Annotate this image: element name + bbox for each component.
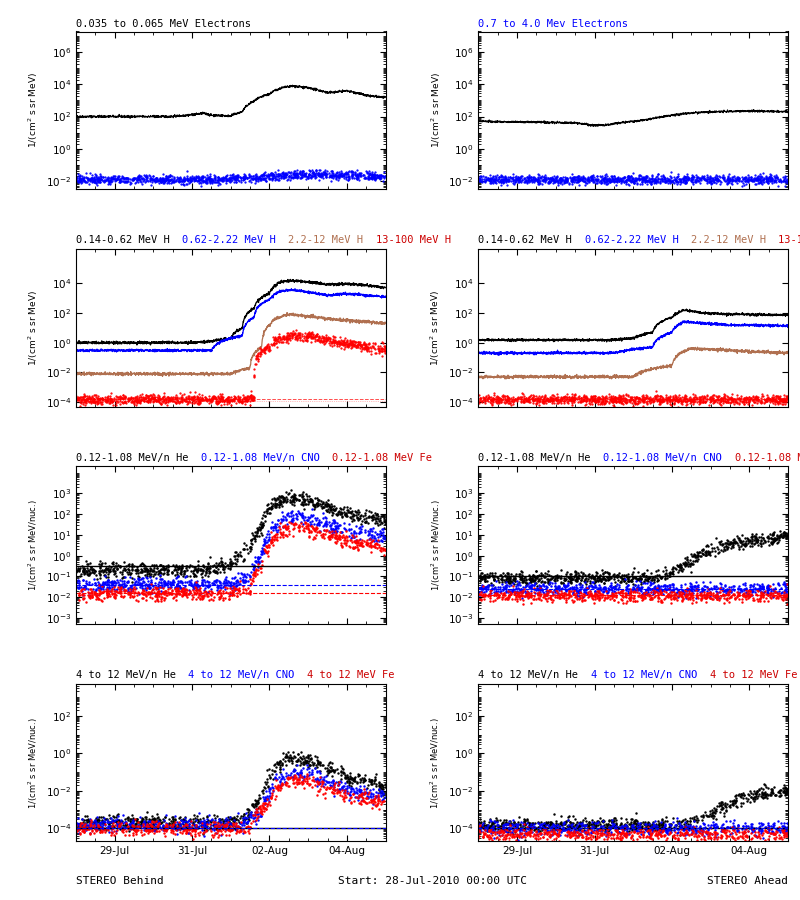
Y-axis label: 1/(cm$^2$ s sr MeV/nuc.): 1/(cm$^2$ s sr MeV/nuc.) (26, 500, 40, 591)
Text: 13-100 MeV H: 13-100 MeV H (376, 236, 451, 246)
Y-axis label: 1/(cm$^2$ s sr MeV/nuc.): 1/(cm$^2$ s sr MeV/nuc.) (429, 500, 442, 591)
Text: 4 to 12 MeV/n He: 4 to 12 MeV/n He (76, 670, 189, 680)
Y-axis label: 1/(cm$^2$ s sr MeV): 1/(cm$^2$ s sr MeV) (26, 290, 40, 366)
Text: 2.2-12 MeV H: 2.2-12 MeV H (691, 236, 778, 246)
Text: 0.12-1.08 MeV/n CNO: 0.12-1.08 MeV/n CNO (201, 453, 332, 463)
Y-axis label: 1/(cm$^2$ s sr MeV): 1/(cm$^2$ s sr MeV) (429, 290, 442, 366)
Y-axis label: 1/(cm$^2$ s sr MeV): 1/(cm$^2$ s sr MeV) (27, 72, 40, 148)
Y-axis label: 1/(cm$^2$ s sr MeV/nuc.): 1/(cm$^2$ s sr MeV/nuc.) (429, 716, 442, 808)
Text: 4 to 12 MeV/n CNO: 4 to 12 MeV/n CNO (591, 670, 710, 680)
Text: STEREO Behind: STEREO Behind (76, 876, 164, 886)
Y-axis label: 1/(cm$^2$ s sr MeV): 1/(cm$^2$ s sr MeV) (430, 72, 442, 148)
Text: 4 to 12 MeV/n He: 4 to 12 MeV/n He (478, 670, 591, 680)
Text: 0.62-2.22 MeV H: 0.62-2.22 MeV H (585, 236, 691, 246)
Text: 0.62-2.22 MeV H: 0.62-2.22 MeV H (182, 236, 289, 246)
Text: 0.12-1.08 MeV/n CNO: 0.12-1.08 MeV/n CNO (603, 453, 734, 463)
Text: 0.12-1.08 MeV/n He: 0.12-1.08 MeV/n He (76, 453, 201, 463)
Text: 4 to 12 MeV Fe: 4 to 12 MeV Fe (307, 670, 394, 680)
Text: 4 to 12 MeV/n CNO: 4 to 12 MeV/n CNO (189, 670, 307, 680)
Text: 0.035 to 0.065 MeV Electrons: 0.035 to 0.065 MeV Electrons (76, 19, 251, 30)
Text: 0.12-1.08 MeV Fe: 0.12-1.08 MeV Fe (332, 453, 432, 463)
Y-axis label: 1/(cm$^2$ s sr MeV/nuc.): 1/(cm$^2$ s sr MeV/nuc.) (26, 716, 40, 808)
Text: 0.14-0.62 MeV H: 0.14-0.62 MeV H (76, 236, 182, 246)
Text: 4 to 12 MeV Fe: 4 to 12 MeV Fe (710, 670, 797, 680)
Text: 13-100 MeV H: 13-100 MeV H (778, 236, 800, 246)
Text: 0.12-1.08 MeV Fe: 0.12-1.08 MeV Fe (734, 453, 800, 463)
Text: 0.12-1.08 MeV/n He: 0.12-1.08 MeV/n He (478, 453, 603, 463)
Text: 0.14-0.62 MeV H: 0.14-0.62 MeV H (478, 236, 585, 246)
Text: STEREO Ahead: STEREO Ahead (707, 876, 788, 886)
Text: 2.2-12 MeV H: 2.2-12 MeV H (289, 236, 376, 246)
Text: 0.7 to 4.0 Mev Electrons: 0.7 to 4.0 Mev Electrons (478, 19, 629, 30)
Text: Start: 28-Jul-2010 00:00 UTC: Start: 28-Jul-2010 00:00 UTC (338, 876, 526, 886)
